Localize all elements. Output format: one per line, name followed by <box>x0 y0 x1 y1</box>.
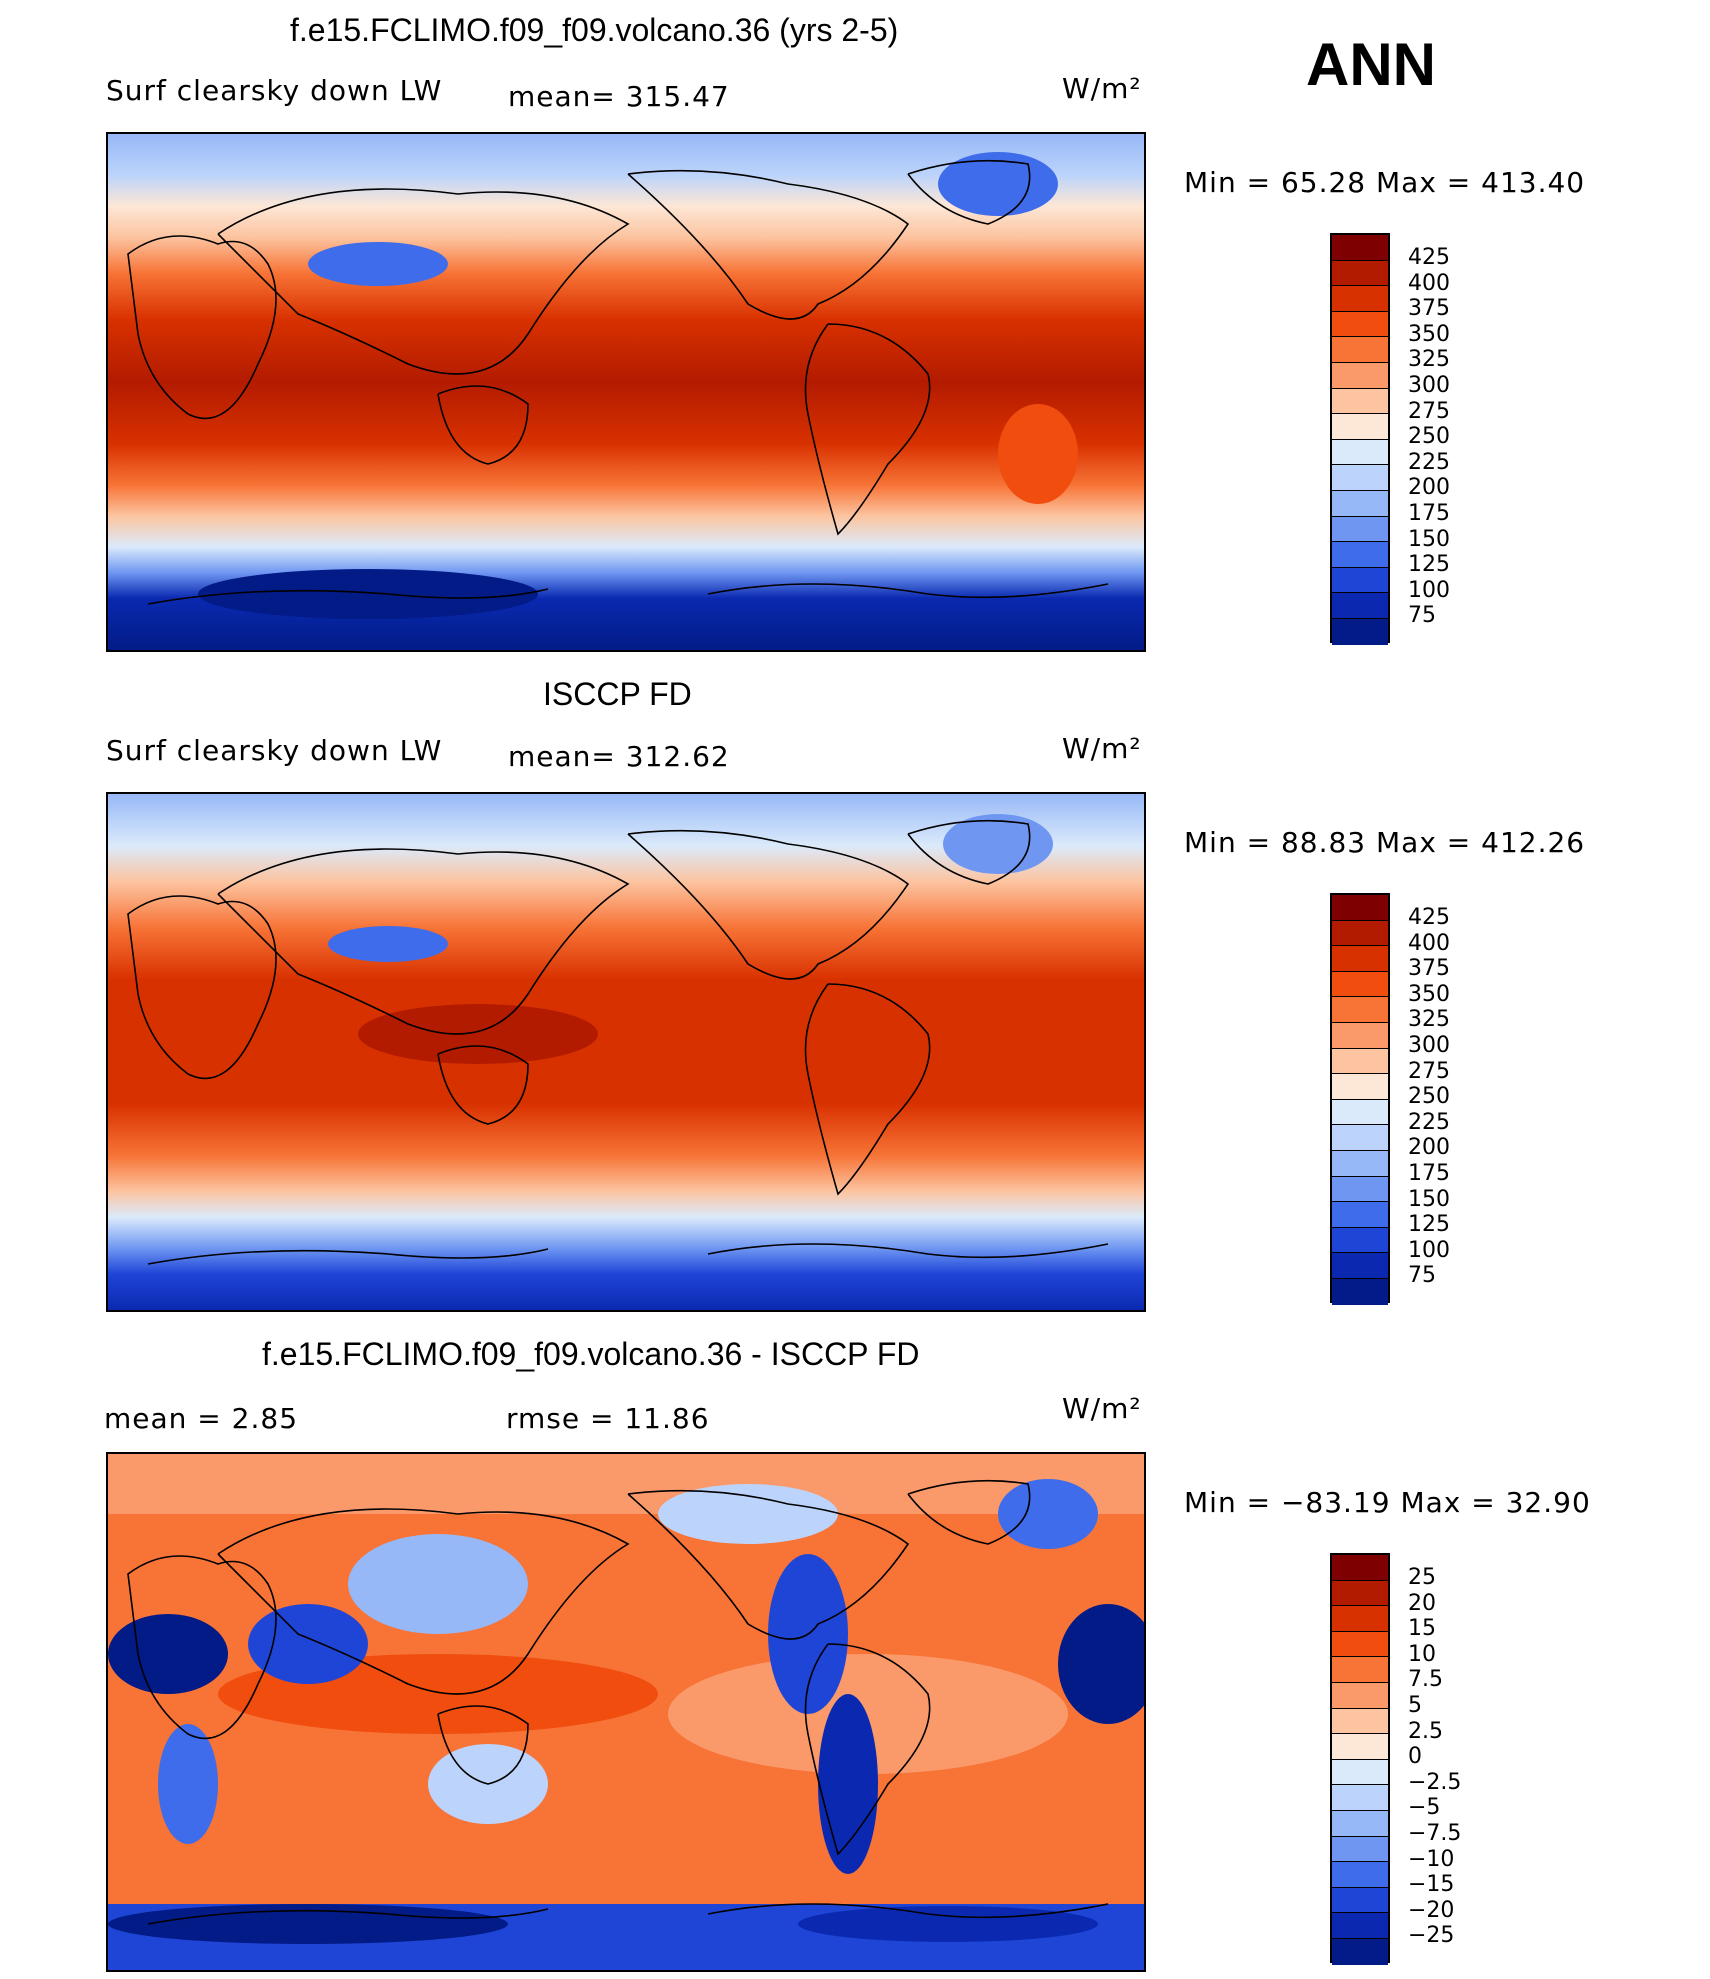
level-label: −5 <box>1408 1795 1441 1821</box>
level-label: −10 <box>1408 1846 1455 1872</box>
season-label: ANN <box>1306 31 1436 98</box>
panel-2-minmax: Min = 88.83 Max = 412.26 <box>1184 826 1586 859</box>
level-label: 100 <box>1408 1237 1450 1263</box>
panel-1-title: f.e15.FCLIMO.f09_f09.volcano.36 (yrs 2-5… <box>290 12 899 48</box>
panel-2-map <box>106 792 1146 1312</box>
level-label: 200 <box>1408 1135 1450 1161</box>
level-label: 425 <box>1408 905 1450 930</box>
panel-1-mean-label: mean= 315.47 <box>508 80 730 113</box>
panel-1-map <box>106 132 1146 652</box>
level-label: 20 <box>1408 1590 1436 1616</box>
level-label: 200 <box>1408 475 1450 501</box>
panel-3-minmax: Min = −83.19 Max = 32.90 <box>1184 1486 1591 1519</box>
panel-1-minmax: Min = 65.28 Max = 413.40 <box>1184 166 1586 199</box>
level-label: −7.5 <box>1408 1821 1462 1846</box>
level-label: 275 <box>1408 398 1450 424</box>
level-label: −25 <box>1408 1923 1455 1949</box>
level-label: 175 <box>1408 1161 1450 1186</box>
level-label: 100 <box>1408 577 1450 603</box>
panel-3-map <box>106 1452 1146 1972</box>
panel-2-title: ISCCP FD <box>543 676 692 712</box>
panel-1-units: W/m² <box>1062 72 1142 105</box>
level-label: 2.5 <box>1408 1718 1443 1744</box>
level-label: 225 <box>1408 449 1450 475</box>
level-label: 225 <box>1408 1109 1450 1135</box>
panel-3-colorbar <box>1330 1553 1390 1965</box>
level-label: −15 <box>1408 1872 1455 1898</box>
panel-1-variable-label: Surf clearsky down LW <box>106 74 443 107</box>
level-label: 325 <box>1408 347 1450 373</box>
panel-3-title: f.e15.FCLIMO.f09_f09.volcano.36 - ISCCP … <box>262 1336 920 1372</box>
panel-2-colorbar <box>1330 893 1390 1305</box>
level-label: 75 <box>1408 603 1436 629</box>
level-label: 350 <box>1408 981 1450 1007</box>
level-label: 10 <box>1408 1641 1436 1667</box>
level-label: 75 <box>1408 1263 1436 1289</box>
panel-3-units: W/m² <box>1062 1392 1142 1425</box>
level-label: 300 <box>1408 1033 1450 1058</box>
level-label: 175 <box>1408 501 1450 526</box>
panel-3-mean-label: mean = 2.85 <box>104 1402 299 1435</box>
level-label: 300 <box>1408 373 1450 398</box>
level-label: 250 <box>1408 424 1450 450</box>
level-label: 400 <box>1408 930 1450 956</box>
level-label: 375 <box>1408 296 1450 322</box>
level-label: 150 <box>1408 526 1450 552</box>
level-label: 125 <box>1408 1212 1450 1238</box>
level-label: 150 <box>1408 1186 1450 1212</box>
level-label: 425 <box>1408 245 1450 270</box>
panel-3-rmse-label: rmse = 11.86 <box>506 1402 710 1435</box>
level-label: 400 <box>1408 270 1450 296</box>
level-label: 375 <box>1408 956 1450 982</box>
level-label: −20 <box>1408 1897 1455 1923</box>
level-label: 0 <box>1408 1744 1422 1770</box>
level-label: 325 <box>1408 1007 1450 1033</box>
level-label: 7.5 <box>1408 1667 1443 1693</box>
panel-2-variable-label: Surf clearsky down LW <box>106 734 443 767</box>
level-label: 250 <box>1408 1084 1450 1110</box>
panel-2-units: W/m² <box>1062 732 1142 765</box>
panel-1-colorbar <box>1330 233 1390 645</box>
level-label: 350 <box>1408 321 1450 347</box>
level-label: 125 <box>1408 552 1450 578</box>
level-label: 5 <box>1408 1693 1422 1718</box>
panel-2-mean-label: mean= 312.62 <box>508 740 730 773</box>
level-label: 15 <box>1408 1616 1436 1642</box>
level-label: 275 <box>1408 1058 1450 1084</box>
level-label: −2.5 <box>1408 1769 1462 1795</box>
level-label: 25 <box>1408 1565 1436 1590</box>
